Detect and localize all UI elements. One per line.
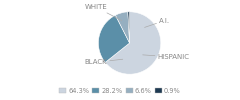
Text: A.I.: A.I.	[144, 18, 170, 27]
Text: HISPANIC: HISPANIC	[143, 54, 190, 60]
Wedge shape	[105, 12, 161, 74]
Wedge shape	[115, 12, 130, 43]
Legend: 64.3%, 28.2%, 6.6%, 0.9%: 64.3%, 28.2%, 6.6%, 0.9%	[56, 85, 184, 97]
Wedge shape	[128, 12, 130, 43]
Text: WHITE: WHITE	[84, 4, 122, 20]
Text: BLACK: BLACK	[84, 59, 123, 65]
Wedge shape	[98, 15, 130, 62]
